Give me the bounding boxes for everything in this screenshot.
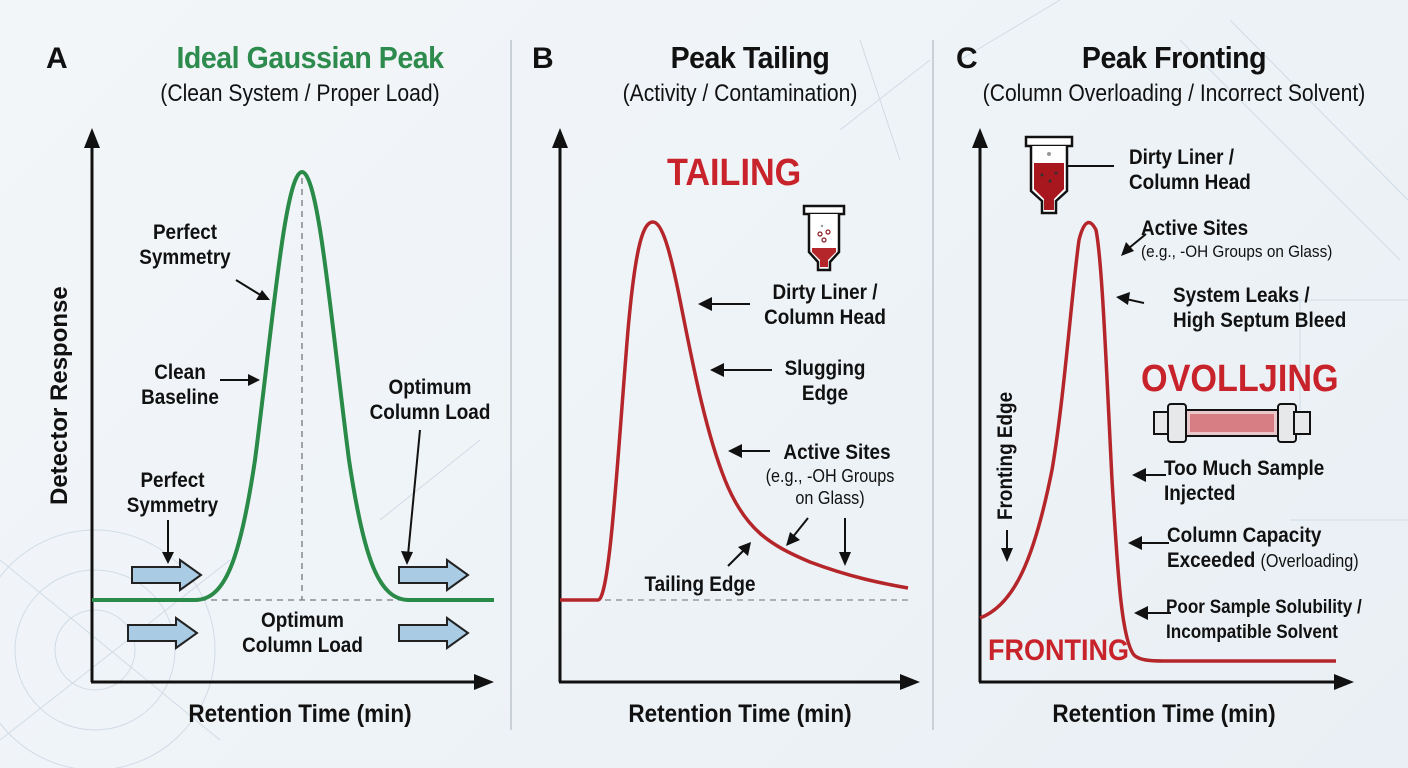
annotation-active-sites: Active Sites <box>1141 217 1249 240</box>
panel-title: Ideal Gaussian Peak <box>176 40 444 75</box>
panel-letter: C <box>956 42 978 75</box>
annotation-dirty-liner: Dirty Liner / Column Head <box>764 281 886 329</box>
annotation-active-sites: Active Sites <box>783 441 891 464</box>
panel-a-ideal-gaussian: A Ideal Gaussian Peak (Clean System / Pr… <box>0 0 510 768</box>
annotation-dirty-liner: Dirty Liner / Column Head <box>1129 146 1251 194</box>
annotation-perfect-symmetry-top: Perfect Symmetry <box>139 221 231 269</box>
divider-b-c <box>932 40 934 730</box>
axes <box>84 128 494 690</box>
fronting-edge-label: Fronting Edge <box>994 391 1017 520</box>
annotation-active-sites-detail: (e.g., -OH Groups on Glass) <box>1141 242 1333 261</box>
annotation-tailing-edge: Tailing Edge <box>644 573 756 596</box>
liner-icon <box>1024 135 1074 215</box>
panel-letter: A <box>46 42 68 75</box>
chart-b <box>552 128 920 690</box>
panel-c-peak-fronting: C Peak Fronting (Column Overloading / In… <box>934 0 1408 768</box>
panel-letter: B <box>532 42 554 75</box>
flow-arrow-icon <box>131 558 203 592</box>
chart-c <box>972 128 1354 690</box>
chart-a <box>84 128 494 690</box>
column-icon <box>1153 403 1311 443</box>
panel-subtitle: (Column Overloading / Incorrect Solvent) <box>982 80 1366 107</box>
gaussian-curve <box>92 169 494 602</box>
flow-arrows <box>127 558 470 650</box>
fronting-banner: FRONTING <box>988 634 1129 667</box>
flow-arrow-icon <box>398 558 470 592</box>
flow-arrow-icon <box>127 616 199 650</box>
overloading-note: (Overloading) <box>1260 551 1359 571</box>
fronting-curve <box>979 220 1336 663</box>
annotation-poor-solubility: Poor Sample Solubility / Incompatible So… <box>1166 597 1362 643</box>
divider-a-b <box>510 40 512 730</box>
annotation-optimum-load-right: Optimum Column Load <box>369 376 491 424</box>
y-axis-label: Detector Response <box>46 286 73 505</box>
x-axis-label: Retention Time (min) <box>1052 700 1276 728</box>
overloading-banner: OVOLLJING <box>1141 358 1339 400</box>
annotation-optimum-load-bottom: Optimum Column Load <box>242 609 363 657</box>
panel-subtitle: (Activity / Contamination) <box>622 80 858 107</box>
annotation-system-leaks: System Leaks / High Septum Bleed <box>1173 284 1347 332</box>
liner-icon <box>802 204 846 272</box>
tailing-banner: TAILING <box>667 152 802 194</box>
annotation-clean-baseline: Clean Baseline <box>141 361 219 409</box>
annotation-too-much-sample: Too Much Sample Injected <box>1164 457 1325 505</box>
annotation-perfect-symmetry-bottom: Perfect Symmetry <box>126 469 219 517</box>
x-axis-label: Retention Time (min) <box>188 700 412 728</box>
annotation-column-capacity: Column Capacity Exceeded (Overloading) <box>1167 524 1359 572</box>
annotation-active-sites-detail: (e.g., -OH Groups on Glass) <box>765 466 895 508</box>
panel-title: Peak Fronting <box>1081 40 1267 75</box>
flow-arrow-icon <box>398 616 470 650</box>
annotation-slugging-edge: Slugging Edge <box>784 357 866 405</box>
panel-title: Peak Tailing <box>670 40 830 75</box>
x-axis-label: Retention Time (min) <box>628 700 852 728</box>
tailing-curve <box>560 220 909 602</box>
panel-subtitle: (Clean System / Proper Load) <box>160 80 440 107</box>
panel-b-peak-tailing: B Peak Tailing (Activity / Contamination… <box>510 0 932 768</box>
